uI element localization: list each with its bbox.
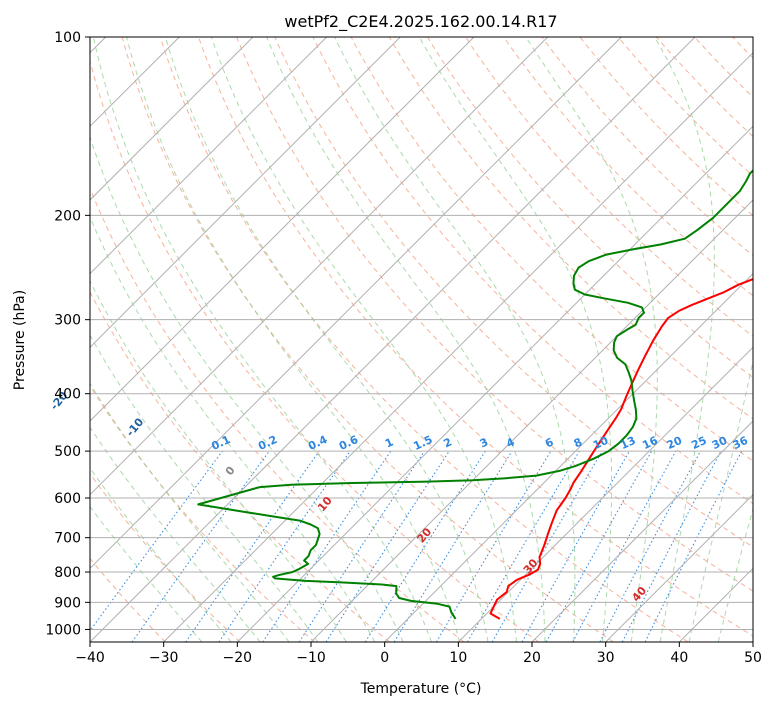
mixing-ratio-label: 30 bbox=[710, 434, 730, 452]
isotherm-line bbox=[384, 272, 753, 642]
mixing-ratio-label: 20 bbox=[665, 434, 685, 452]
isotherm-line bbox=[90, 37, 401, 349]
isotherm-line bbox=[163, 51, 753, 642]
mixing-ratio-line bbox=[572, 450, 677, 642]
dewpoint-line bbox=[197, 169, 753, 620]
y-tick-label: 100 bbox=[54, 30, 81, 46]
plot-frame bbox=[89, 36, 754, 643]
x-tick-label: −20 bbox=[223, 650, 253, 666]
moist-adiabat-line bbox=[90, 334, 319, 642]
dry-adiabat-line bbox=[236, 37, 753, 592]
dry-adiabat-line bbox=[312, 37, 753, 505]
moist-adiabat-line bbox=[90, 426, 261, 642]
dry-adiabat-line bbox=[90, 384, 316, 642]
y-tick-label: 500 bbox=[54, 444, 81, 460]
isotherm-line bbox=[457, 346, 753, 642]
dry-adiabat-line bbox=[159, 37, 689, 642]
moist-adiabat-line bbox=[418, 37, 613, 642]
moist-adiabat-line bbox=[90, 382, 290, 642]
moist-adiabat-line bbox=[525, 37, 658, 642]
moist-adiabat-line bbox=[126, 37, 461, 642]
isotherm-line bbox=[90, 37, 622, 570]
dry-adiabat-line bbox=[90, 472, 241, 642]
moist-adiabat-line bbox=[654, 37, 715, 642]
mixing-ratio-line bbox=[467, 450, 580, 642]
x-tick-label: 0 bbox=[380, 650, 389, 666]
moist-adiabat-line bbox=[92, 37, 432, 642]
mixing-ratio-label: 36 bbox=[731, 434, 751, 452]
dry-adiabat-line bbox=[90, 59, 540, 642]
mixing-ratio-line bbox=[364, 450, 486, 642]
y-tick-label: 300 bbox=[54, 313, 81, 329]
dry-adiabat-line bbox=[121, 37, 614, 642]
y-axis-label: Pressure (hPa) bbox=[12, 290, 28, 390]
moist-adiabat-line bbox=[334, 37, 576, 642]
moist-adiabat-line bbox=[90, 505, 203, 642]
moist-adiabat-line bbox=[266, 37, 546, 642]
y-tick-label: 900 bbox=[54, 595, 81, 611]
mixing-ratio-line bbox=[435, 450, 552, 642]
isotherm-line bbox=[90, 37, 254, 201]
isotherm-line bbox=[90, 37, 475, 422]
isotherm-line bbox=[310, 199, 753, 642]
mixing-ratio-line bbox=[325, 450, 450, 642]
y-tick-label: 700 bbox=[54, 531, 81, 547]
mixing-ratio-line bbox=[90, 450, 223, 632]
moist-adiabat-line bbox=[164, 37, 489, 642]
mixing-ratio-label: 10 bbox=[591, 434, 611, 452]
y-tick-label: 600 bbox=[54, 491, 81, 507]
temperature-line bbox=[489, 278, 753, 620]
y-tick-label: 200 bbox=[54, 208, 81, 224]
moist-adiabat-line bbox=[90, 467, 232, 642]
chart-title: wetPf2_C2E4.2025.162.00.14.R17 bbox=[284, 12, 557, 32]
isotherm-line bbox=[605, 493, 753, 642]
x-axis-label: Temperature (°C) bbox=[360, 681, 482, 697]
y-tick-label: 1000 bbox=[45, 622, 81, 638]
dry-adiabat-line bbox=[350, 37, 753, 462]
y-tick-label: 800 bbox=[54, 565, 81, 581]
mixing-ratio-label: 13 bbox=[618, 434, 637, 452]
x-tick-label: −30 bbox=[149, 650, 179, 666]
moist-adiabat-line bbox=[90, 135, 404, 642]
mixing-ratio-line bbox=[491, 450, 603, 642]
dry-adiabat-line bbox=[90, 291, 390, 642]
y-tick-label: 400 bbox=[54, 387, 81, 403]
moist-adiabat-line bbox=[210, 37, 517, 642]
x-tick-label: 50 bbox=[744, 650, 762, 666]
mixing-ratio-line bbox=[185, 450, 320, 642]
mixing-ratio-line bbox=[521, 450, 630, 642]
x-tick-label: 20 bbox=[523, 650, 541, 666]
isotherm-line bbox=[90, 37, 328, 275]
isotherm-line bbox=[236, 125, 753, 642]
x-tick-label: 30 bbox=[597, 650, 615, 666]
mixing-ratio-label: 25 bbox=[689, 434, 708, 452]
mixing-ratio-line bbox=[393, 450, 513, 642]
mixing-ratio-label: 16 bbox=[640, 434, 660, 452]
isotherm-line bbox=[531, 420, 753, 642]
mixing-ratio-line bbox=[131, 450, 270, 642]
x-tick-label: 40 bbox=[670, 650, 688, 666]
x-tick-label: 10 bbox=[449, 650, 467, 666]
x-tick-label: −40 bbox=[75, 650, 105, 666]
isotherm-line bbox=[90, 37, 549, 496]
isotherm-line bbox=[90, 37, 696, 642]
x-tick-label: −10 bbox=[296, 650, 326, 666]
